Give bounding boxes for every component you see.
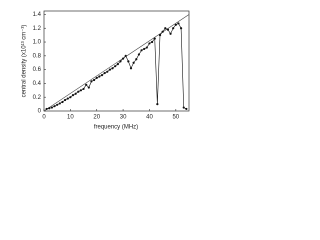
data-point [114,65,117,68]
data-point [77,90,80,93]
x-tick-label: 30 [120,115,127,121]
data-point [79,89,83,92]
y-tick-label: 1.2 [33,26,42,32]
data-line [46,23,187,110]
data-point [161,30,164,33]
data-point [166,28,170,31]
x-tick-label: 50 [172,115,179,121]
data-point [179,27,183,30]
data-point [169,32,172,35]
chart: frequency (MHz) central density (x10¹³ c… [22,10,190,131]
y-tick-label: 0 [38,109,42,115]
data-point [116,63,119,66]
data-point [135,58,138,61]
data-point [56,103,59,106]
data-point [174,23,177,26]
y-tick-label: 0.6 [33,67,42,73]
reference-line [43,14,190,112]
data-point [156,103,159,106]
data-point [92,78,96,82]
y-tick-label: 0.8 [33,53,42,59]
data-point [124,54,127,57]
data-point [45,107,48,111]
data-point [95,76,98,79]
data-point [143,47,146,51]
data-point [61,100,64,104]
data-point [148,42,151,45]
data-point [50,106,54,109]
data-point [182,106,185,109]
x-tick-label: 0 [42,115,46,121]
data-point [85,83,88,86]
x-tick-label: 20 [93,115,100,121]
data-point [172,27,175,30]
data-point [87,86,90,89]
data-point [140,49,143,52]
x-tick-label: 40 [146,115,153,121]
y-tick-label: 1.0 [33,40,42,46]
data-point [119,60,122,63]
data-point [127,60,130,63]
data-point [53,105,56,108]
data-point [177,22,180,25]
data-point [66,97,69,100]
data-point [158,34,162,37]
data-point [121,57,125,60]
y-tick-label: 0.2 [33,95,42,101]
data-point [103,71,106,75]
x-axis-label: frequency (MHz) [94,125,138,131]
data-point [100,74,104,77]
data-point [58,102,61,105]
data-point [98,75,101,78]
data-point [108,68,112,71]
plot-frame [43,10,190,112]
data-point [153,37,156,40]
data-point [164,27,167,30]
data-point [111,67,114,70]
data-point [106,70,109,73]
y-tick-label: 0.4 [33,81,42,87]
x-tick-label: 10 [67,115,74,121]
data-point [185,107,188,111]
y-tick-label: 1.4 [33,12,42,18]
data-point [145,46,148,49]
data-point [69,96,72,99]
data-point [137,53,141,56]
data-point [82,87,85,91]
data-point [132,61,135,64]
data-point [63,98,67,102]
data-point [48,107,51,110]
data-point [150,40,154,44]
data-point [90,80,93,83]
data-point [74,92,77,95]
y-axis-label: central density (x10¹³ cm⁻³) [22,25,28,98]
data-point [129,67,133,70]
data-point [71,94,75,97]
